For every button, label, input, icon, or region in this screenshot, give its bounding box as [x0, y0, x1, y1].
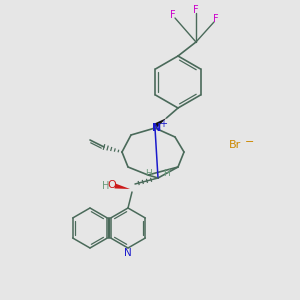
- Text: Br: Br: [229, 140, 241, 150]
- Polygon shape: [154, 118, 166, 128]
- Text: O: O: [108, 180, 116, 190]
- Text: F: F: [213, 14, 219, 24]
- Text: F: F: [170, 10, 176, 20]
- Text: F: F: [193, 5, 199, 15]
- Text: −: −: [245, 137, 255, 147]
- Polygon shape: [115, 184, 130, 189]
- Text: H: H: [163, 169, 170, 178]
- Text: N: N: [124, 248, 132, 258]
- Text: N: N: [152, 123, 162, 133]
- Text: H: H: [145, 169, 152, 178]
- Text: H: H: [102, 181, 110, 191]
- Text: +: +: [159, 119, 167, 129]
